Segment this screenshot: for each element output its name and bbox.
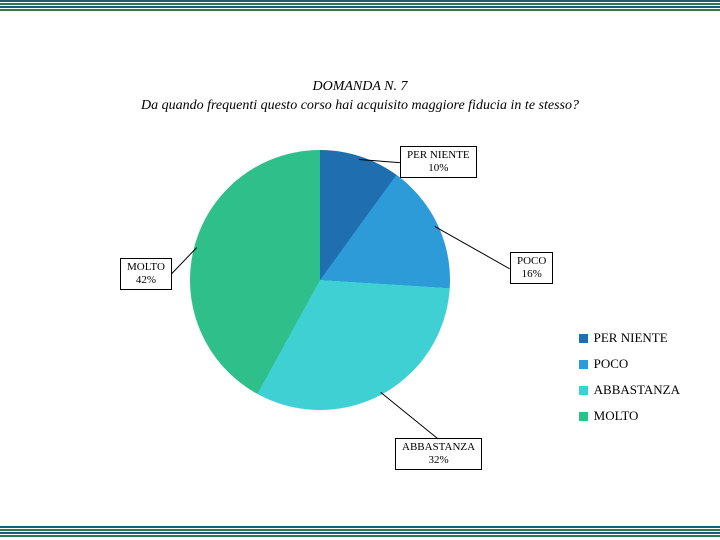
pie-chart <box>190 150 450 410</box>
legend-label: POCO <box>594 356 629 372</box>
legend-label: PER NIENTE <box>594 330 668 346</box>
chart-title: DOMANDA N. 7 Da quando frequenti questo … <box>50 78 670 116</box>
legend-swatch <box>579 334 588 343</box>
callout-per-niente: PER NIENTE10% <box>400 146 477 178</box>
decorative-border-bottom <box>0 526 720 540</box>
legend-item-poco: POCO <box>579 356 680 372</box>
legend-item-molto: MOLTO <box>579 408 680 424</box>
title-line-2: Da quando frequenti questo corso hai acq… <box>50 97 670 116</box>
legend-swatch <box>579 360 588 369</box>
callout-abbastanza: ABBASTANZA32% <box>395 438 482 470</box>
legend: PER NIENTE POCO ABBASTANZA MOLTO <box>579 330 680 434</box>
legend-label: ABBASTANZA <box>594 382 680 398</box>
slide: DOMANDA N. 7 Da quando frequenti questo … <box>0 0 720 540</box>
title-line-1: DOMANDA N. 7 <box>50 78 670 97</box>
legend-item-per-niente: PER NIENTE <box>579 330 680 346</box>
decorative-border-top <box>0 0 720 14</box>
pie-graphic <box>190 150 450 410</box>
callout-poco: POCO16% <box>510 252 553 284</box>
legend-swatch <box>579 386 588 395</box>
legend-item-abbastanza: ABBASTANZA <box>579 382 680 398</box>
legend-swatch <box>579 412 588 421</box>
legend-label: MOLTO <box>594 408 639 424</box>
callout-molto: MOLTO42% <box>120 258 172 290</box>
